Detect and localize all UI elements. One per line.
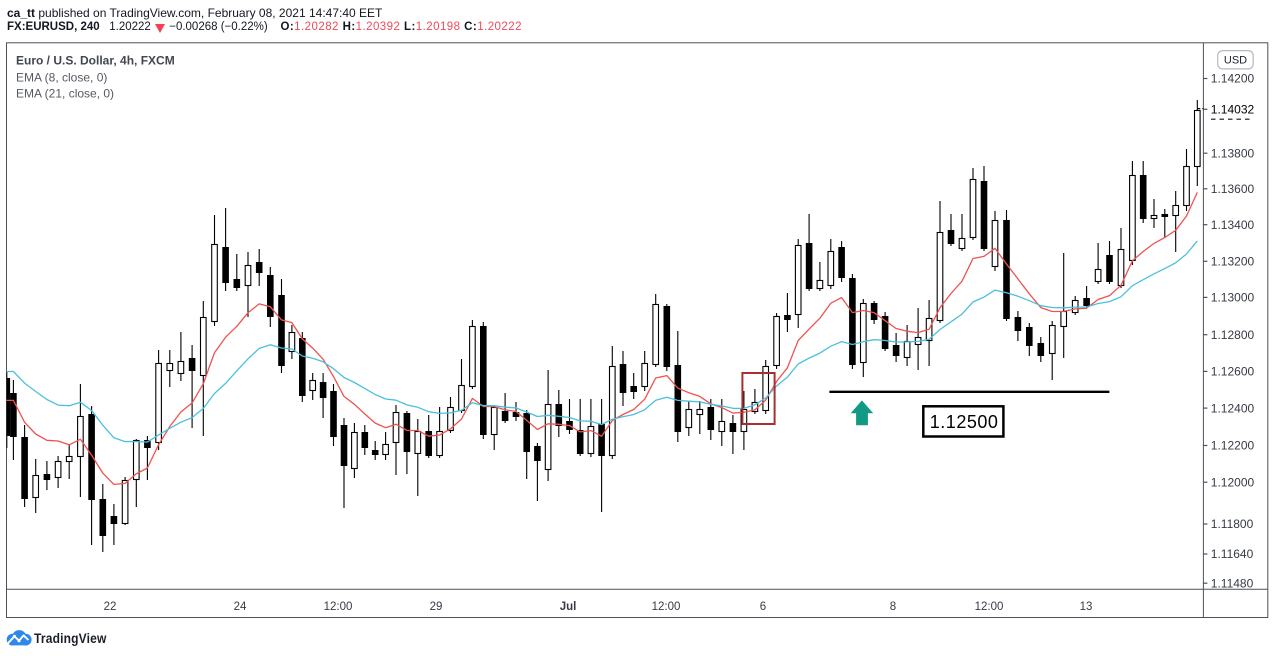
svg-text:EMA (21, close, 0): EMA (21, close, 0)	[16, 87, 114, 101]
svg-text:1.13400: 1.13400	[1211, 218, 1255, 232]
svg-text:1.13800: 1.13800	[1211, 146, 1255, 160]
svg-text:1.13600: 1.13600	[1211, 182, 1255, 196]
svg-text:1.13200: 1.13200	[1211, 255, 1255, 269]
svg-text:1.13000: 1.13000	[1211, 291, 1255, 305]
svg-text:24: 24	[234, 601, 247, 613]
svg-text:1.12400: 1.12400	[1211, 401, 1255, 415]
svg-text:29: 29	[430, 601, 443, 613]
svg-text:12:00: 12:00	[652, 601, 681, 613]
svg-text:1.11640: 1.11640	[1211, 547, 1254, 561]
svg-text:Jul: Jul	[560, 601, 577, 613]
svg-text:1.12000: 1.12000	[1211, 475, 1255, 489]
svg-text:6: 6	[760, 601, 766, 613]
svg-text:1.12500: 1.12500	[930, 412, 999, 432]
svg-text:8: 8	[890, 601, 896, 613]
svg-text:13: 13	[1080, 601, 1093, 613]
svg-text:1.11800: 1.11800	[1211, 517, 1254, 531]
svg-text:12:00: 12:00	[324, 601, 353, 613]
svg-text:22: 22	[104, 601, 117, 613]
svg-text:EMA (8, close, 0): EMA (8, close, 0)	[16, 71, 107, 85]
svg-text:1.11480: 1.11480	[1211, 576, 1254, 590]
svg-text:1.12600: 1.12600	[1211, 365, 1255, 379]
svg-text:1.14032: 1.14032	[1211, 103, 1255, 117]
svg-text:1.12800: 1.12800	[1211, 328, 1255, 342]
svg-text:Euro / U.S. Dollar, 4h, FXCM: Euro / U.S. Dollar, 4h, FXCM	[16, 54, 175, 68]
svg-text:1.14200: 1.14200	[1211, 72, 1255, 86]
svg-text:USD: USD	[1224, 55, 1247, 67]
svg-text:1.12200: 1.12200	[1211, 439, 1255, 453]
svg-text:12:00: 12:00	[975, 601, 1004, 613]
